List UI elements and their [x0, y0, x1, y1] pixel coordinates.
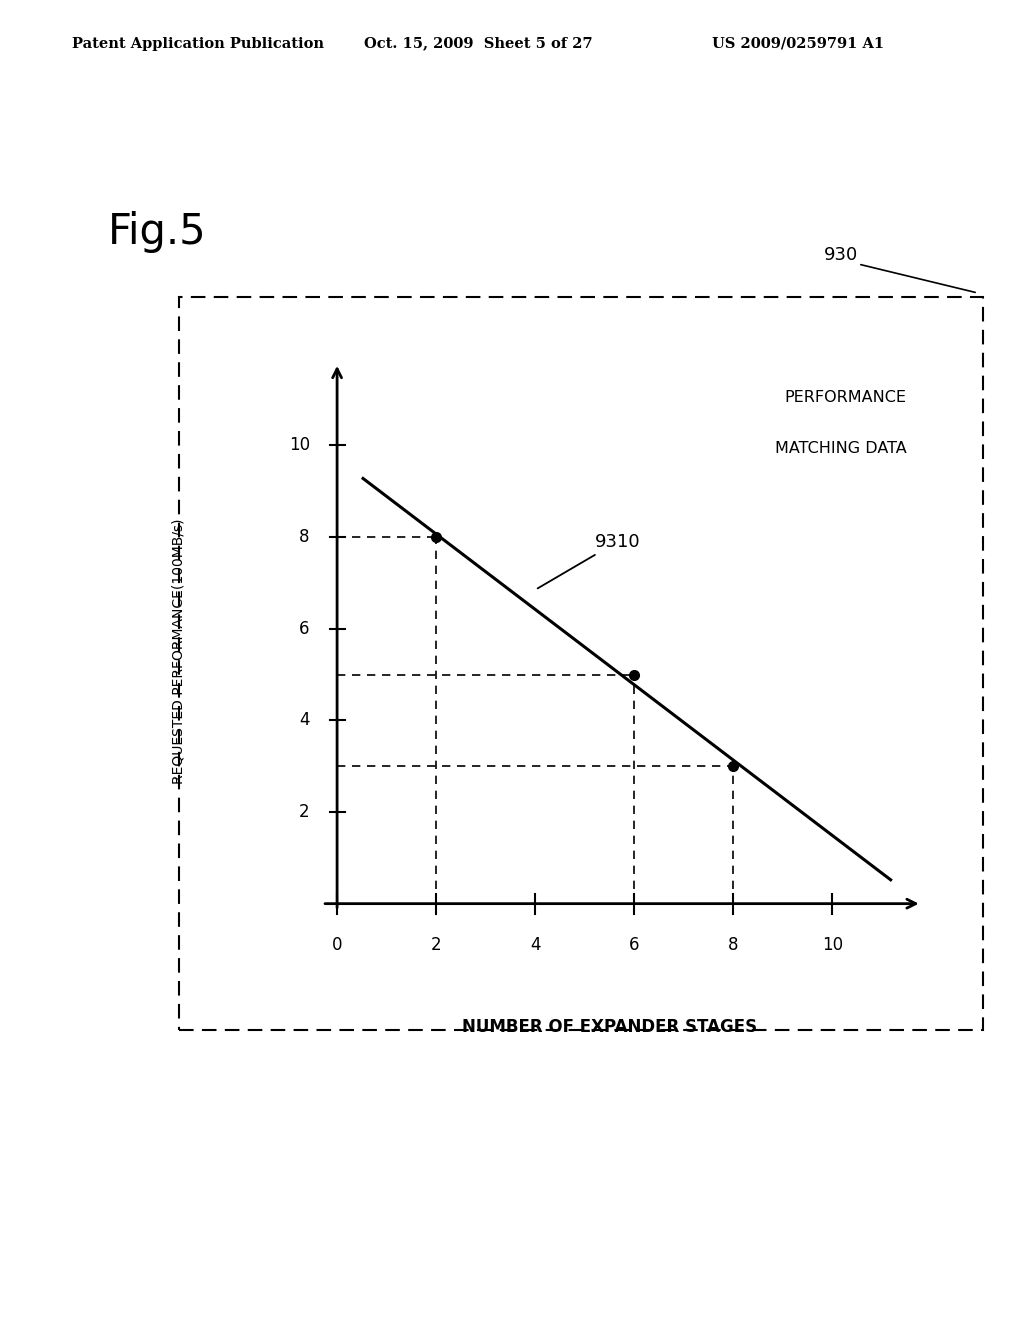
Text: 10: 10 — [822, 936, 843, 954]
Text: 2: 2 — [299, 803, 310, 821]
Text: NUMBER OF EXPANDER STAGES: NUMBER OF EXPANDER STAGES — [462, 1018, 757, 1036]
Text: 9310: 9310 — [538, 533, 640, 589]
Text: Patent Application Publication: Patent Application Publication — [72, 37, 324, 50]
Text: 4: 4 — [530, 936, 541, 954]
Text: 0: 0 — [332, 936, 342, 954]
Text: PERFORMANCE: PERFORMANCE — [784, 391, 906, 405]
Text: 4: 4 — [299, 711, 310, 730]
Text: 8: 8 — [728, 936, 738, 954]
Text: US 2009/0259791 A1: US 2009/0259791 A1 — [712, 37, 884, 50]
Text: Fig.5: Fig.5 — [108, 211, 206, 253]
Text: 10: 10 — [289, 437, 310, 454]
Text: Oct. 15, 2009  Sheet 5 of 27: Oct. 15, 2009 Sheet 5 of 27 — [364, 37, 592, 50]
Text: 930: 930 — [824, 246, 858, 264]
Text: 6: 6 — [299, 620, 310, 638]
Text: MATCHING DATA: MATCHING DATA — [775, 441, 906, 455]
Text: 2: 2 — [431, 936, 441, 954]
Text: 6: 6 — [629, 936, 640, 954]
Text: REQUESTED PERFORMANCE(100MB/s): REQUESTED PERFORMANCE(100MB/s) — [172, 519, 185, 784]
Text: 8: 8 — [299, 528, 310, 546]
